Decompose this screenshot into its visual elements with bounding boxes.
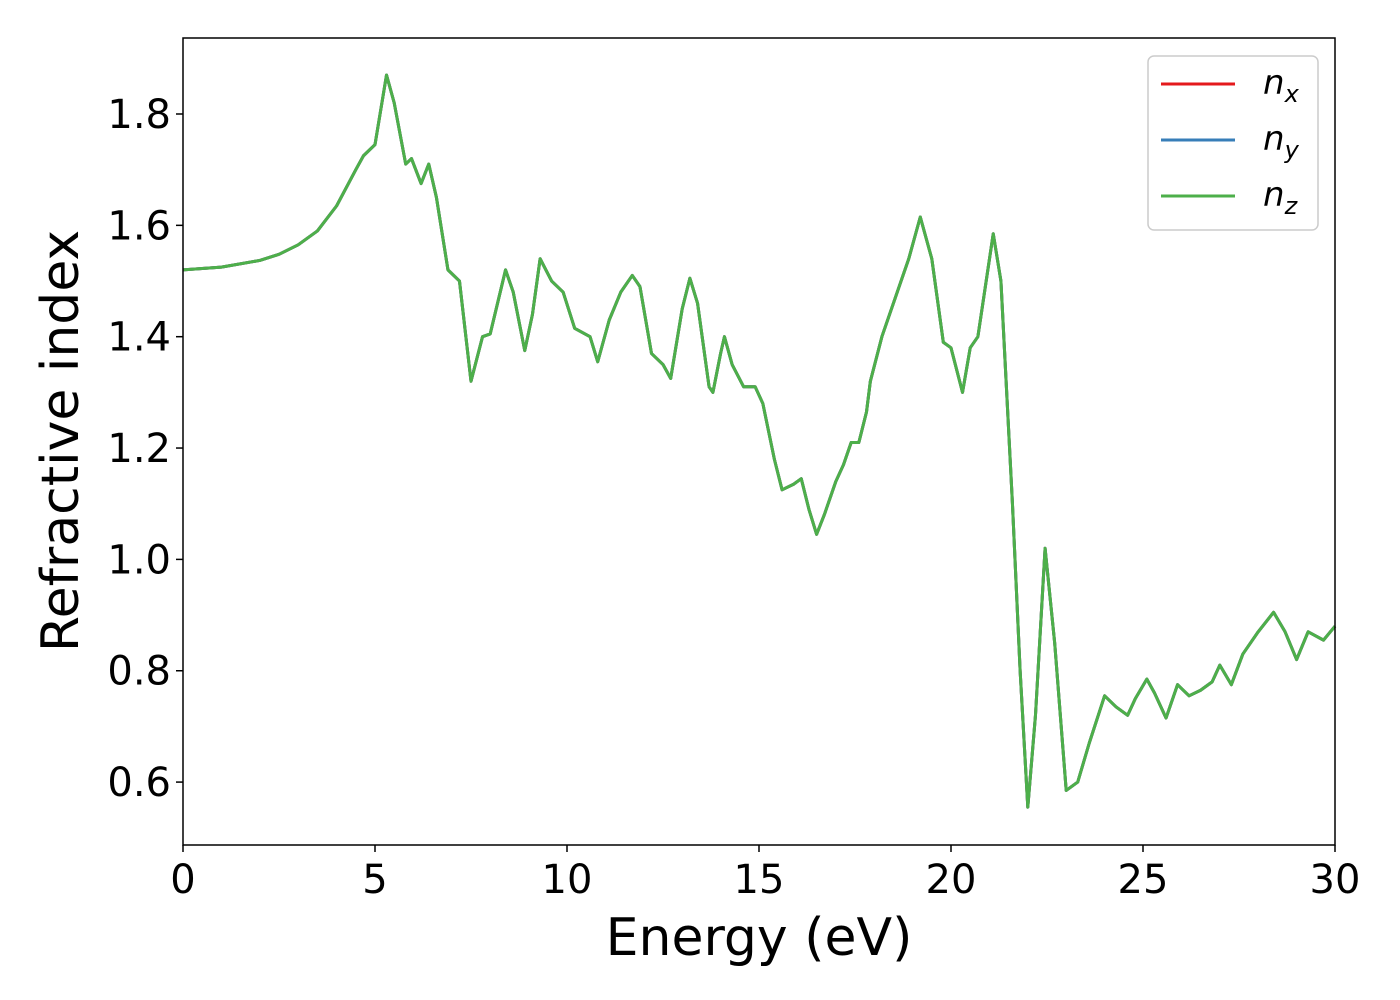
y-tick-label: 1.8 (107, 92, 171, 138)
data-line (182, 73, 1337, 809)
legend: nx ny nz (1147, 55, 1319, 231)
x-axis-label: Energy (eV) (606, 908, 913, 968)
x-tick-label: 20 (926, 857, 977, 903)
x-tick-label: 0 (170, 857, 195, 903)
y-tick-label: 1.4 (107, 315, 171, 361)
y-axis-label: Refractive index (31, 230, 91, 652)
y-tick-label: 0.6 (107, 760, 171, 806)
legend-label: nz (1263, 175, 1299, 220)
y-tick-label: 1.6 (107, 203, 171, 249)
x-tick-label: 15 (734, 857, 785, 903)
x-tick-label: 10 (542, 857, 593, 903)
x-tick-label: 5 (362, 857, 387, 903)
legend-box (1147, 55, 1319, 231)
y-tick-label: 1.0 (107, 537, 171, 583)
x-tick-label: 25 (1118, 857, 1169, 903)
y-tick-label: 0.8 (107, 649, 171, 695)
plot-frame (182, 37, 1336, 846)
x-tick-label: 30 (1310, 857, 1361, 903)
legend-label: ny (1263, 119, 1300, 164)
y-tick-label: 1.2 (107, 426, 171, 472)
legend-label: nx (1263, 63, 1300, 108)
